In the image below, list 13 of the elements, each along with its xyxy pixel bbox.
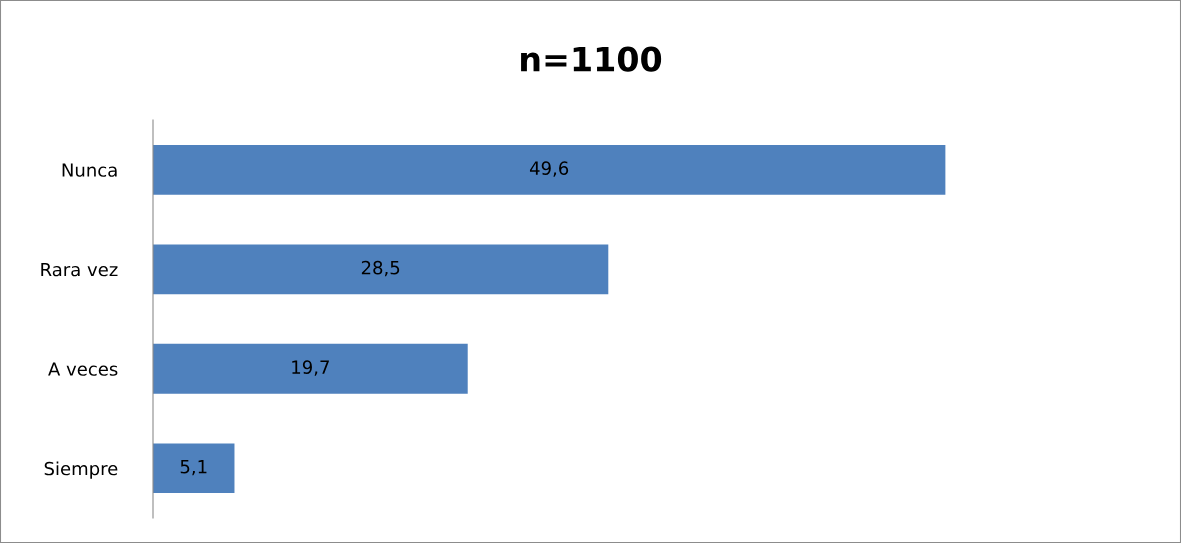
bar (153, 244, 609, 295)
data-label: 49,6 (529, 161, 569, 177)
bar (153, 144, 946, 195)
data-label: 19,7 (292, 360, 329, 376)
data-label: 28,5 (361, 260, 400, 277)
y-tick-label: Nunca (62, 163, 117, 177)
y-tick-label: Rara vez (41, 262, 118, 277)
chart-title: n=1100 (521, 46, 662, 72)
data-label: 5,1 (180, 460, 207, 476)
y-tick-label: A veces (48, 362, 118, 376)
y-tick-label: Siempre (44, 461, 118, 479)
bar (153, 343, 468, 394)
bar (153, 443, 235, 494)
